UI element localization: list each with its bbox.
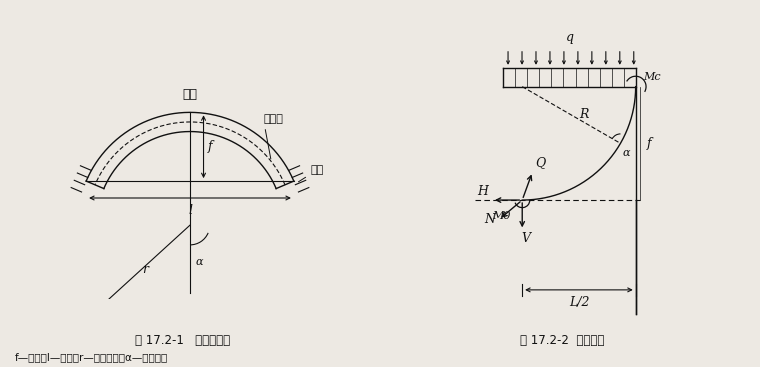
Text: 拱顶: 拱顶 (182, 88, 198, 101)
Text: f: f (208, 140, 213, 153)
Text: 图 17.2-2  拱身内力: 图 17.2-2 拱身内力 (520, 334, 605, 347)
Text: 图 17.2-1   圆弧无钰拱: 图 17.2-1 圆弧无钰拱 (135, 334, 230, 347)
Text: V: V (521, 232, 530, 245)
Text: 拱轴线: 拱轴线 (263, 114, 283, 159)
Text: M0: M0 (492, 211, 511, 221)
Text: N: N (484, 213, 496, 226)
Text: α: α (622, 148, 630, 158)
Text: Mc: Mc (643, 72, 661, 82)
Text: R: R (579, 109, 588, 121)
Text: l: l (188, 204, 192, 217)
Text: Q: Q (535, 156, 546, 169)
Text: f: f (647, 137, 651, 150)
Text: 拱脚: 拱脚 (299, 165, 324, 182)
Text: α: α (195, 257, 203, 267)
Text: q: q (565, 31, 574, 44)
Text: L/2: L/2 (568, 297, 589, 309)
Text: r: r (142, 263, 148, 276)
Text: f—矢高；l—跨度；r—圆弧半径；α—半弧心角: f—矢高；l—跨度；r—圆弧半径；α—半弧心角 (15, 352, 169, 362)
Text: H: H (477, 185, 488, 198)
